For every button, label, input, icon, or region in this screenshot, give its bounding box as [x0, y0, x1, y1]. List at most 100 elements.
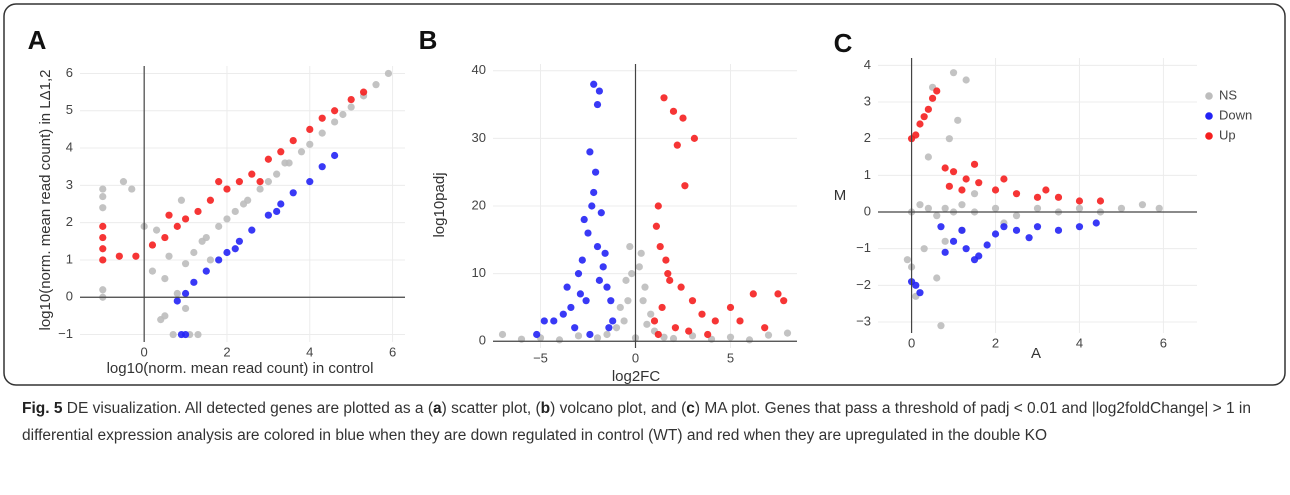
point — [550, 317, 558, 325]
point — [99, 204, 107, 212]
point — [916, 289, 924, 297]
point — [783, 329, 792, 337]
legend-swatch — [1205, 132, 1213, 140]
point — [958, 226, 966, 234]
legend-label: Down — [1219, 107, 1252, 122]
point — [563, 283, 571, 291]
point — [248, 226, 256, 234]
point — [628, 270, 636, 278]
point — [206, 196, 215, 204]
point — [584, 229, 592, 237]
point — [654, 202, 662, 210]
point — [679, 114, 687, 122]
point — [1096, 197, 1105, 205]
point — [975, 179, 983, 187]
point — [181, 289, 190, 298]
point — [297, 148, 306, 156]
point — [384, 69, 393, 78]
point — [586, 148, 594, 156]
point — [643, 320, 651, 328]
point — [1012, 190, 1021, 198]
point — [658, 303, 666, 312]
point — [194, 330, 202, 339]
point — [954, 116, 962, 124]
point — [586, 330, 594, 339]
point — [916, 120, 924, 128]
point — [273, 170, 281, 178]
point — [654, 330, 662, 339]
point — [1075, 223, 1084, 231]
x-tick-label: 0 — [632, 350, 639, 365]
point — [626, 242, 634, 251]
point — [99, 192, 107, 201]
point — [1012, 226, 1021, 234]
point — [597, 209, 605, 217]
point — [347, 95, 355, 104]
point — [726, 303, 735, 312]
point — [574, 270, 583, 278]
point — [949, 237, 958, 245]
point — [264, 178, 272, 186]
point — [660, 333, 668, 341]
caption-text: DE visualization. All detected genes are… — [66, 400, 433, 417]
point — [181, 260, 190, 268]
point — [1054, 226, 1063, 234]
point — [662, 256, 670, 264]
point — [99, 222, 107, 230]
point — [231, 245, 239, 253]
point — [688, 297, 697, 305]
point — [605, 324, 613, 332]
point — [970, 160, 979, 168]
point — [190, 248, 198, 257]
caption-text: ) volcano plot, and ( — [550, 400, 687, 417]
point — [128, 185, 136, 193]
point — [223, 185, 231, 193]
panel-label: A — [28, 25, 47, 55]
point — [99, 245, 107, 253]
point — [206, 256, 215, 264]
caption-ref: c — [686, 400, 695, 417]
x-tick-label: 2 — [992, 335, 999, 350]
point — [498, 330, 507, 339]
point — [148, 241, 157, 249]
x-tick-label: 0 — [141, 344, 148, 359]
point — [941, 164, 949, 172]
caption-text: ) MA plot. Genes that pass a threshold o… — [22, 400, 1251, 444]
y-tick-label: 30 — [472, 130, 486, 145]
point — [652, 222, 661, 230]
point — [620, 317, 628, 325]
point — [612, 324, 621, 332]
point — [949, 168, 958, 176]
point — [169, 330, 177, 339]
point — [306, 140, 314, 148]
y-tick-label: 1 — [66, 251, 73, 266]
point — [1033, 223, 1042, 231]
y-axis-title: M — [834, 187, 847, 204]
y-tick-label: 5 — [66, 102, 73, 117]
point — [190, 278, 198, 286]
point — [920, 245, 928, 253]
y-tick-label: 4 — [66, 139, 73, 154]
point — [231, 207, 239, 216]
point — [690, 134, 699, 142]
point — [559, 310, 567, 318]
point — [331, 107, 339, 115]
y-axis-title: log10(norm. mean read count) in LΔ1,2 — [37, 70, 54, 331]
point — [764, 331, 773, 339]
point — [239, 200, 248, 208]
point — [202, 267, 210, 275]
point — [181, 304, 190, 313]
x-tick-label: 6 — [389, 344, 396, 359]
point — [181, 215, 190, 223]
x-tick-label: 4 — [306, 344, 313, 359]
point — [945, 135, 953, 143]
point — [681, 182, 689, 190]
point — [671, 324, 680, 332]
point — [726, 333, 735, 341]
x-axis-title: A — [1031, 345, 1041, 362]
point — [1092, 219, 1100, 227]
point — [289, 136, 297, 145]
point — [595, 87, 604, 95]
point — [592, 168, 600, 176]
point — [331, 118, 339, 126]
